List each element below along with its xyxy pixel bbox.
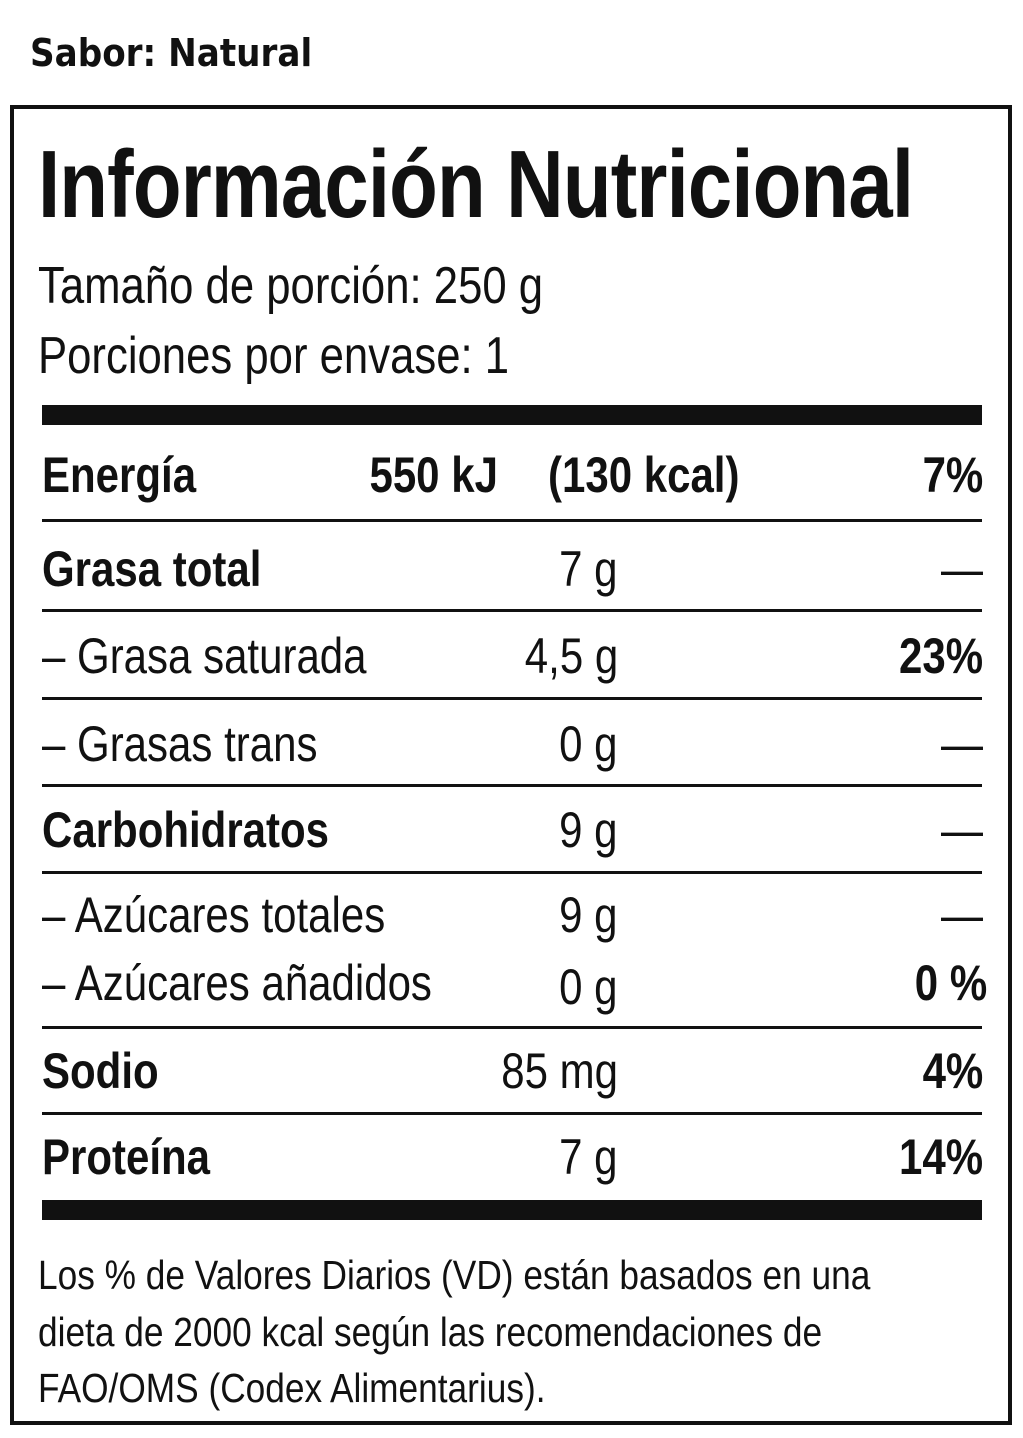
nutrient-amount: 4,5 g [524, 628, 618, 684]
nutrient-amount: 0 g [559, 959, 618, 1015]
serving-size: Tamaño de porción: 250 g [38, 257, 544, 315]
nutrient-dv: — [941, 802, 983, 858]
nutrient-label: Carbohidratos [42, 802, 330, 858]
nutrient-label: Proteína [42, 1129, 211, 1185]
nutrient-label: – Grasa saturada [42, 628, 367, 684]
energy-dv: 7% [922, 447, 983, 503]
thick-divider [42, 1200, 982, 1220]
nutrient-amount: 7 g [559, 541, 618, 597]
nutrient-label: Sodio [42, 1043, 159, 1099]
nutrient-amount: 85 mg [501, 1043, 618, 1099]
nutrient-dv: — [941, 541, 983, 597]
nutrient-label: – Azúcares añadidos [42, 955, 432, 1011]
servings-per-container: Porciones por envase: 1 [38, 327, 510, 385]
divider [42, 609, 982, 612]
divider [42, 1112, 982, 1115]
divider [42, 871, 982, 874]
nutrient-dv: 14% [898, 1129, 983, 1185]
divider [42, 1026, 982, 1029]
thick-divider [42, 405, 982, 425]
nutrient-amount: 9 g [559, 802, 618, 858]
panel-title: Información Nutricional [38, 131, 914, 238]
nutrient-dv: 23% [898, 628, 983, 684]
nutrient-amount: 0 g [559, 716, 618, 772]
divider [42, 784, 982, 787]
energy-label: Energía [42, 447, 197, 503]
divider [42, 697, 982, 700]
energy-kcal: (130 kcal) [548, 447, 740, 503]
nutrient-label: Grasa total [42, 541, 262, 597]
nutrient-dv: — [941, 716, 983, 772]
nutrient-label: – Azúcares totales [42, 887, 386, 943]
divider [42, 519, 982, 522]
flavor-label: Sabor: Natural [30, 31, 313, 75]
footnote-line: FAO/OMS (Codex Alimentarius). [38, 1365, 546, 1411]
nutrient-dv: — [941, 887, 983, 943]
nutrient-amount: 7 g [559, 1129, 618, 1185]
nutrient-dv: 0 % [914, 955, 987, 1011]
nutrition-facts-panel [10, 105, 1012, 1425]
energy-kj: 550 kJ [369, 447, 498, 503]
footnote-line: dieta de 2000 kcal según las recomendaci… [38, 1309, 823, 1355]
nutrient-dv: 4% [922, 1043, 983, 1099]
nutrient-label: – Grasas trans [42, 716, 318, 772]
footnote-line: Los % de Valores Diarios (VD) están basa… [38, 1252, 871, 1298]
nutrient-amount: 9 g [559, 887, 618, 943]
